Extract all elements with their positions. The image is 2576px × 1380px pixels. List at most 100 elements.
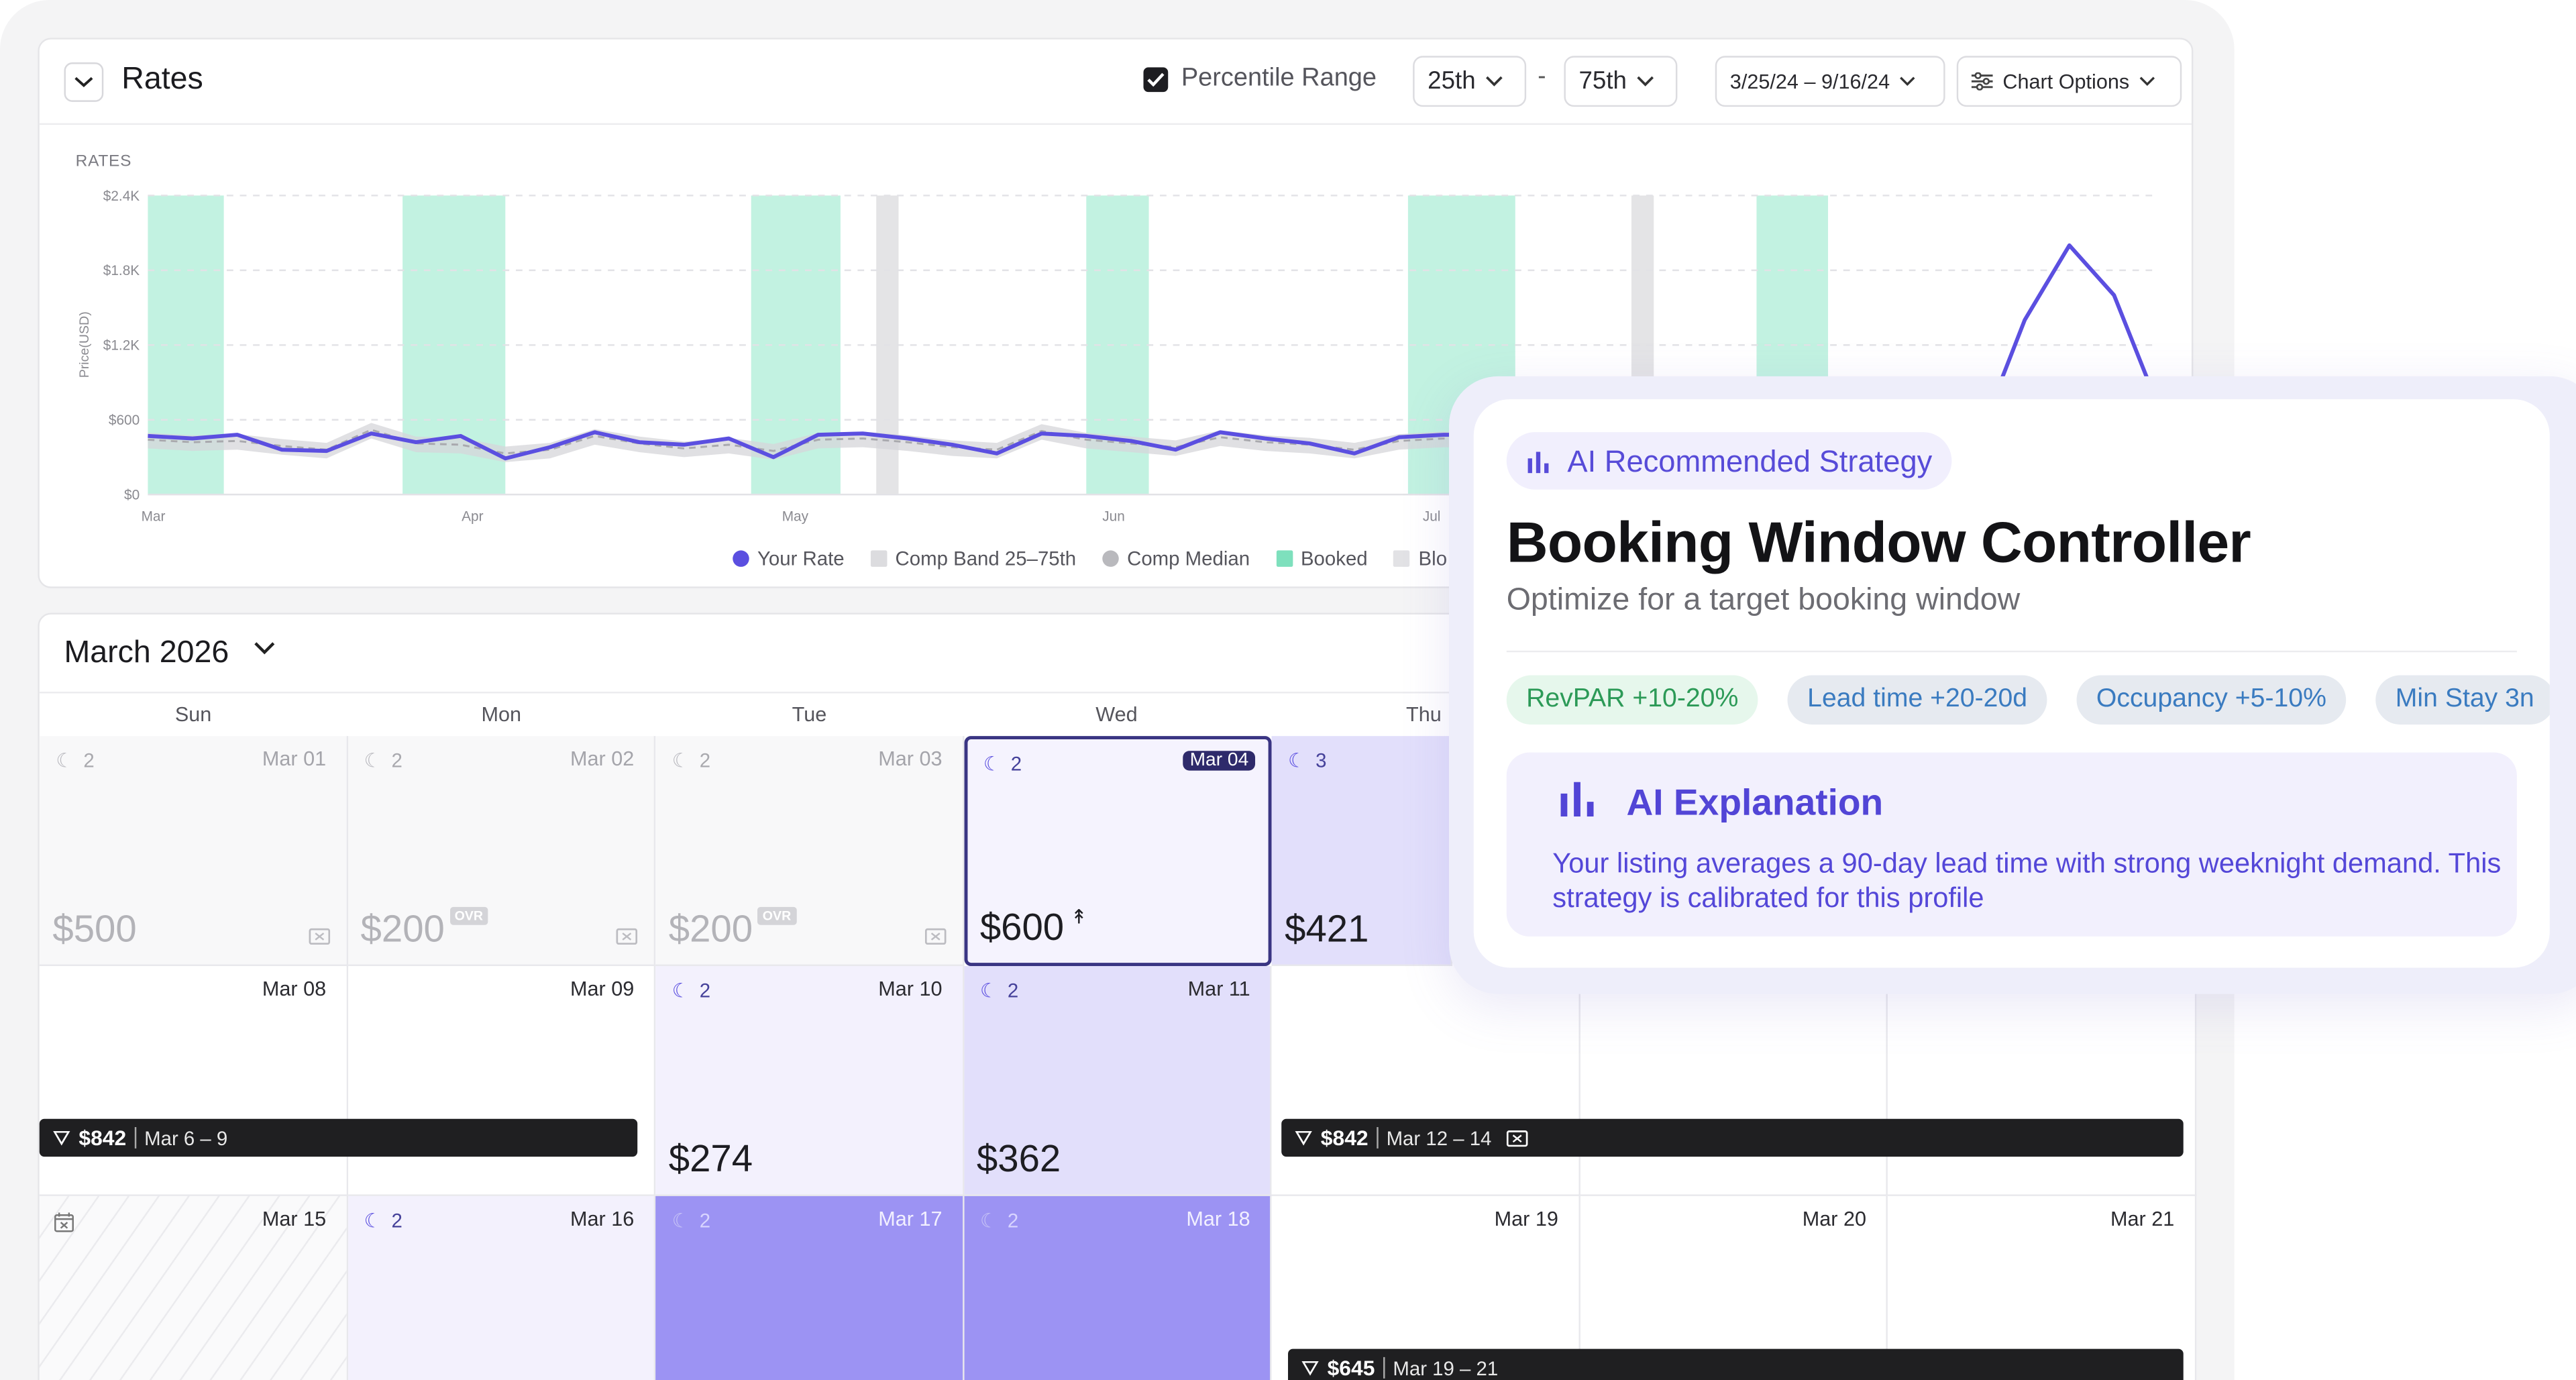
- min-nights: ☾ 2: [980, 1209, 1018, 1232]
- date-range-select[interactable]: 3/25/24 – 9/16/24: [1715, 56, 1945, 107]
- calendar-day[interactable]: ☾ 2 Mar 01 $500: [39, 736, 347, 967]
- calendar-day-blocked[interactable]: Mar 15: [39, 1196, 347, 1380]
- day-date: Mar 15: [262, 1208, 327, 1231]
- booking-bar[interactable]: ⛛ $842 Mar 6 – 9: [39, 1118, 638, 1157]
- airbnb-icon: ⛛: [1294, 1124, 1313, 1150]
- calendar-day[interactable]: ☾ 2 Mar 11 $362: [963, 966, 1272, 1196]
- legend-label: Blo: [1418, 547, 1448, 570]
- weekday-thu: Thu: [1406, 703, 1442, 727]
- y-tick-label: $1.8K: [103, 263, 140, 278]
- calendar-day[interactable]: ☾ 2 Mar 16: [347, 1196, 656, 1380]
- calendar-day[interactable]: ☾ 2 Mar 02 $200 OVR: [347, 736, 656, 967]
- explanation-title: AI Explanation: [1626, 782, 1884, 823]
- legend-swatch: [733, 550, 749, 567]
- day-date: Mar 16: [570, 1208, 635, 1231]
- y-tick-label: $0: [124, 487, 140, 502]
- calendar-blocked-icon: [54, 1212, 74, 1232]
- x-tick-label: Apr: [462, 509, 483, 524]
- collapse-button[interactable]: [64, 62, 104, 102]
- min-nights: ☾ 2: [364, 749, 402, 772]
- chart-legend: Your Rate Comp Band 25–75th Comp Median Boo…: [733, 547, 1447, 570]
- weekday-tue: Tue: [792, 703, 827, 727]
- legend-label: Booked: [1300, 547, 1368, 570]
- weekday-header: Sun Mon Tue Wed Thu: [39, 692, 2192, 736]
- calendar-day[interactable]: ☾ 2 Mar 18: [963, 1196, 1272, 1380]
- bar-chart-icon: [1527, 451, 1549, 473]
- airbnb-icon: ⛛: [1301, 1355, 1320, 1379]
- strategy-metrics: RevPAR +10-20% Lead time +20-20d Occupan…: [1506, 675, 2550, 725]
- min-nights: ☾ 2: [980, 979, 1018, 1002]
- strategy-subtitle: Optimize for a target booking window: [1506, 583, 2021, 618]
- ticket-icon: [1506, 1129, 1528, 1147]
- day-date: Mar 03: [878, 747, 943, 771]
- calendar-day[interactable]: ☾ 3 $421: [1271, 736, 1452, 967]
- percentile-low-select[interactable]: 25th: [1413, 56, 1527, 107]
- day-date: Mar 17: [878, 1208, 943, 1231]
- metric-chip-revpar: RevPAR +10-20%: [1506, 675, 1758, 725]
- weekday-mon: Mon: [481, 703, 522, 727]
- legend-item[interactable]: Comp Median: [1102, 547, 1250, 570]
- legend-item[interactable]: Your Rate: [733, 547, 845, 570]
- percentile-range-label: Percentile Range: [1181, 64, 1377, 93]
- booking-range: Mar 19 – 21: [1393, 1356, 1499, 1379]
- calendar-day[interactable]: ☾ 2 Mar 17: [655, 1196, 964, 1380]
- override-badge: OVR: [757, 906, 796, 925]
- month-selector-label[interactable]: March 2026: [64, 635, 229, 671]
- calendar-day[interactable]: Mar 08: [39, 966, 347, 1196]
- ai-strategy-card[interactable]: AI Recommended Strategy Booking Window C…: [1473, 399, 2550, 968]
- min-nights: ☾ 2: [364, 1209, 402, 1232]
- booking-amount: $645: [1327, 1355, 1375, 1380]
- ticket-icon: [924, 928, 946, 945]
- day-price: $274: [668, 1136, 753, 1180]
- price-value: $200: [360, 906, 445, 950]
- day-date: Mar 09: [570, 977, 635, 1001]
- legend-swatch: [1102, 550, 1119, 567]
- legend-swatch: [870, 550, 888, 567]
- calendar-day[interactable]: [1887, 966, 2196, 1196]
- price-value: $200: [668, 906, 753, 950]
- ticket-icon: [616, 928, 638, 945]
- calendar-day[interactable]: [1271, 966, 1580, 1196]
- percentile-low-value: 25th: [1428, 67, 1476, 96]
- nights-count: 2: [1010, 752, 1022, 776]
- chart-options-button[interactable]: Chart Options: [1956, 56, 2182, 107]
- legend-label: Comp Band 25–75th: [895, 547, 1077, 570]
- metric-chip-min-stay: Min Stay 3n: [2375, 675, 2550, 725]
- legend-item[interactable]: Blo: [1393, 547, 1448, 570]
- y-tick-label: $600: [109, 413, 140, 428]
- calendar-day[interactable]: ☾ 2 Mar 03 $200 OVR: [655, 736, 964, 967]
- legend-item[interactable]: Booked: [1276, 547, 1368, 570]
- nights-count: 2: [699, 749, 711, 773]
- booking-amount: $842: [78, 1125, 127, 1151]
- calendar-day[interactable]: ☾ 2 Mar 10 $274: [655, 966, 964, 1196]
- chevron-down-icon[interactable]: [253, 641, 276, 655]
- day-price: $200 OVR: [360, 906, 488, 951]
- day-date: Mar 21: [2110, 1208, 2175, 1231]
- day-price: $421: [1285, 906, 1369, 950]
- day-date: Mar 02: [570, 747, 635, 771]
- date-range-value: 3/25/24 – 9/16/24: [1729, 70, 1890, 93]
- calendar-day[interactable]: Mar 09: [347, 966, 656, 1196]
- booking-bar[interactable]: ⛛ $645 Mar 19 – 21: [1288, 1348, 2184, 1380]
- moon-icon: ☾: [672, 1209, 690, 1232]
- booking-bar[interactable]: ⛛ $842 Mar 12 – 14: [1281, 1118, 2184, 1157]
- price-value: $600: [979, 905, 1065, 949]
- calendar-day-today[interactable]: ☾ 2 Mar 04 $600 ↟: [963, 736, 1272, 967]
- day-date: Mar 18: [1186, 1208, 1250, 1231]
- x-tick-label: Jul: [1423, 509, 1441, 524]
- range-separator: -: [1538, 62, 1546, 91]
- x-tick-label: May: [782, 509, 809, 524]
- nights-count: 2: [391, 749, 402, 773]
- percentile-range-checkbox[interactable]: [1143, 67, 1169, 93]
- bar-chart-icon: [1560, 782, 1594, 817]
- percentile-high-select[interactable]: 75th: [1564, 56, 1678, 107]
- moon-icon: ☾: [364, 1209, 382, 1232]
- chevron-down-icon: [1486, 76, 1503, 87]
- legend-item[interactable]: Comp Band 25–75th: [870, 547, 1077, 570]
- calendar-day[interactable]: [1579, 966, 1888, 1196]
- price-trend-icon: ↟: [1070, 905, 1087, 928]
- metric-chip-occupancy: Occupancy +5-10%: [2076, 675, 2347, 725]
- moon-icon: ☾: [56, 749, 74, 773]
- chart-options-label: Chart Options: [2002, 70, 2130, 93]
- airbnb-icon: ⛛: [52, 1124, 71, 1150]
